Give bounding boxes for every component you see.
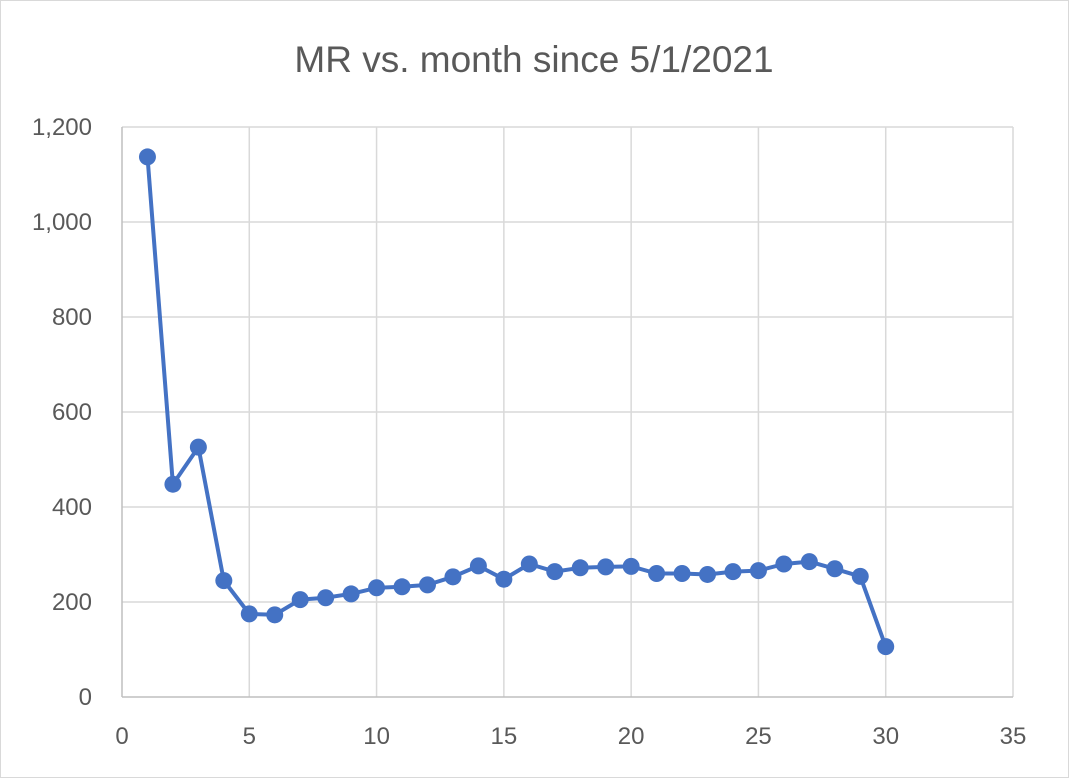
data-point	[851, 567, 869, 585]
data-point	[138, 148, 156, 166]
data-point	[240, 605, 258, 623]
data-point	[622, 557, 640, 575]
data-point	[749, 562, 767, 580]
x-tick-label: 5	[243, 723, 256, 750]
data-point	[571, 559, 589, 577]
y-tick-label: 800	[52, 304, 92, 331]
tick-label-layer: 0 200 400 600 800 1,000 1,200 0 5 10 15 20 25 30 35	[32, 114, 1026, 750]
y-tick-label: 600	[52, 399, 92, 426]
y-tick-label: 1,000	[32, 209, 92, 236]
grid-layer	[122, 126, 1014, 697]
data-point	[342, 585, 360, 603]
x-tick-label: 35	[1000, 723, 1027, 750]
x-tick-label: 15	[491, 723, 518, 750]
data-point	[215, 572, 233, 590]
data-point	[317, 589, 335, 607]
y-tick-label: 1,200	[32, 114, 92, 141]
data-point	[495, 570, 513, 588]
y-tick-label: 200	[52, 589, 92, 616]
series-layer	[138, 148, 895, 656]
data-point	[291, 591, 309, 609]
axis-layer	[121, 127, 1013, 698]
data-point	[444, 568, 462, 586]
data-point	[826, 560, 844, 578]
data-point	[469, 557, 487, 575]
x-tick-label: 20	[618, 723, 645, 750]
x-tick-label: 0	[115, 723, 128, 750]
data-point	[546, 563, 564, 581]
data-point	[699, 565, 717, 583]
data-point	[724, 563, 742, 581]
data-point	[775, 555, 793, 573]
data-point	[164, 475, 182, 493]
data-point	[520, 555, 538, 573]
chart-title: MR vs. month since 5/1/2021	[294, 39, 773, 80]
data-point	[266, 606, 284, 624]
data-point	[418, 576, 436, 594]
data-point	[393, 578, 411, 596]
x-tick-label: 25	[745, 723, 772, 750]
data-point	[673, 565, 691, 582]
x-tick-label: 10	[363, 723, 390, 750]
series-line	[145, 154, 888, 649]
data-point	[189, 438, 207, 456]
data-point	[877, 638, 895, 656]
y-tick-label: 400	[52, 494, 92, 521]
x-tick-label: 30	[872, 723, 899, 750]
data-point	[368, 579, 386, 597]
data-point	[597, 558, 615, 576]
data-point	[648, 565, 666, 582]
y-tick-label: 0	[79, 684, 92, 711]
data-point	[800, 553, 818, 571]
